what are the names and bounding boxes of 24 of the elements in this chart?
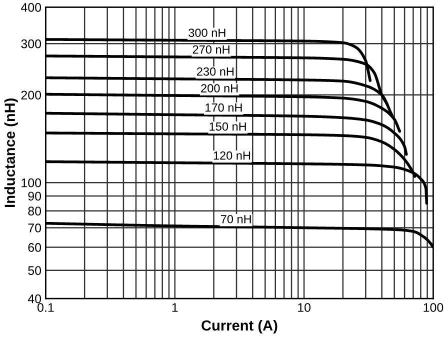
y-tick-label: 90 <box>28 192 42 201</box>
y-tick-label: 80 <box>28 206 42 216</box>
y-tick-label: 100 <box>22 178 42 188</box>
y-axis-title: Inductance (nH) <box>4 98 18 207</box>
y-tick-label: 40 <box>28 294 42 304</box>
x-tick-label: 1 <box>172 303 178 312</box>
x-tick-label: 100 <box>424 303 444 312</box>
y-tick-label: 400 <box>20 2 42 12</box>
series-label: 70 nH <box>220 214 251 224</box>
y-tick-label: 50 <box>28 266 42 275</box>
x-axis-title: Current (A) <box>202 320 278 334</box>
y-tick-label: 60 <box>28 243 42 252</box>
series-label: 120 nH <box>214 151 250 160</box>
y-tick-label: 200 <box>21 90 42 100</box>
series-label: 200 nH <box>201 84 238 92</box>
y-tick-label: 300 <box>21 39 42 48</box>
x-tick-label: 10 <box>298 303 311 312</box>
series-label: 150 nH <box>210 122 246 131</box>
y-tick-label: 70 <box>28 224 42 232</box>
series-label: 230 nH <box>196 67 234 76</box>
x-tick-label: 0.1 <box>37 303 54 312</box>
series-label: 170 nH <box>206 103 242 112</box>
series-label: 270 nH <box>192 45 230 54</box>
series-label: 300 nH <box>188 28 226 37</box>
